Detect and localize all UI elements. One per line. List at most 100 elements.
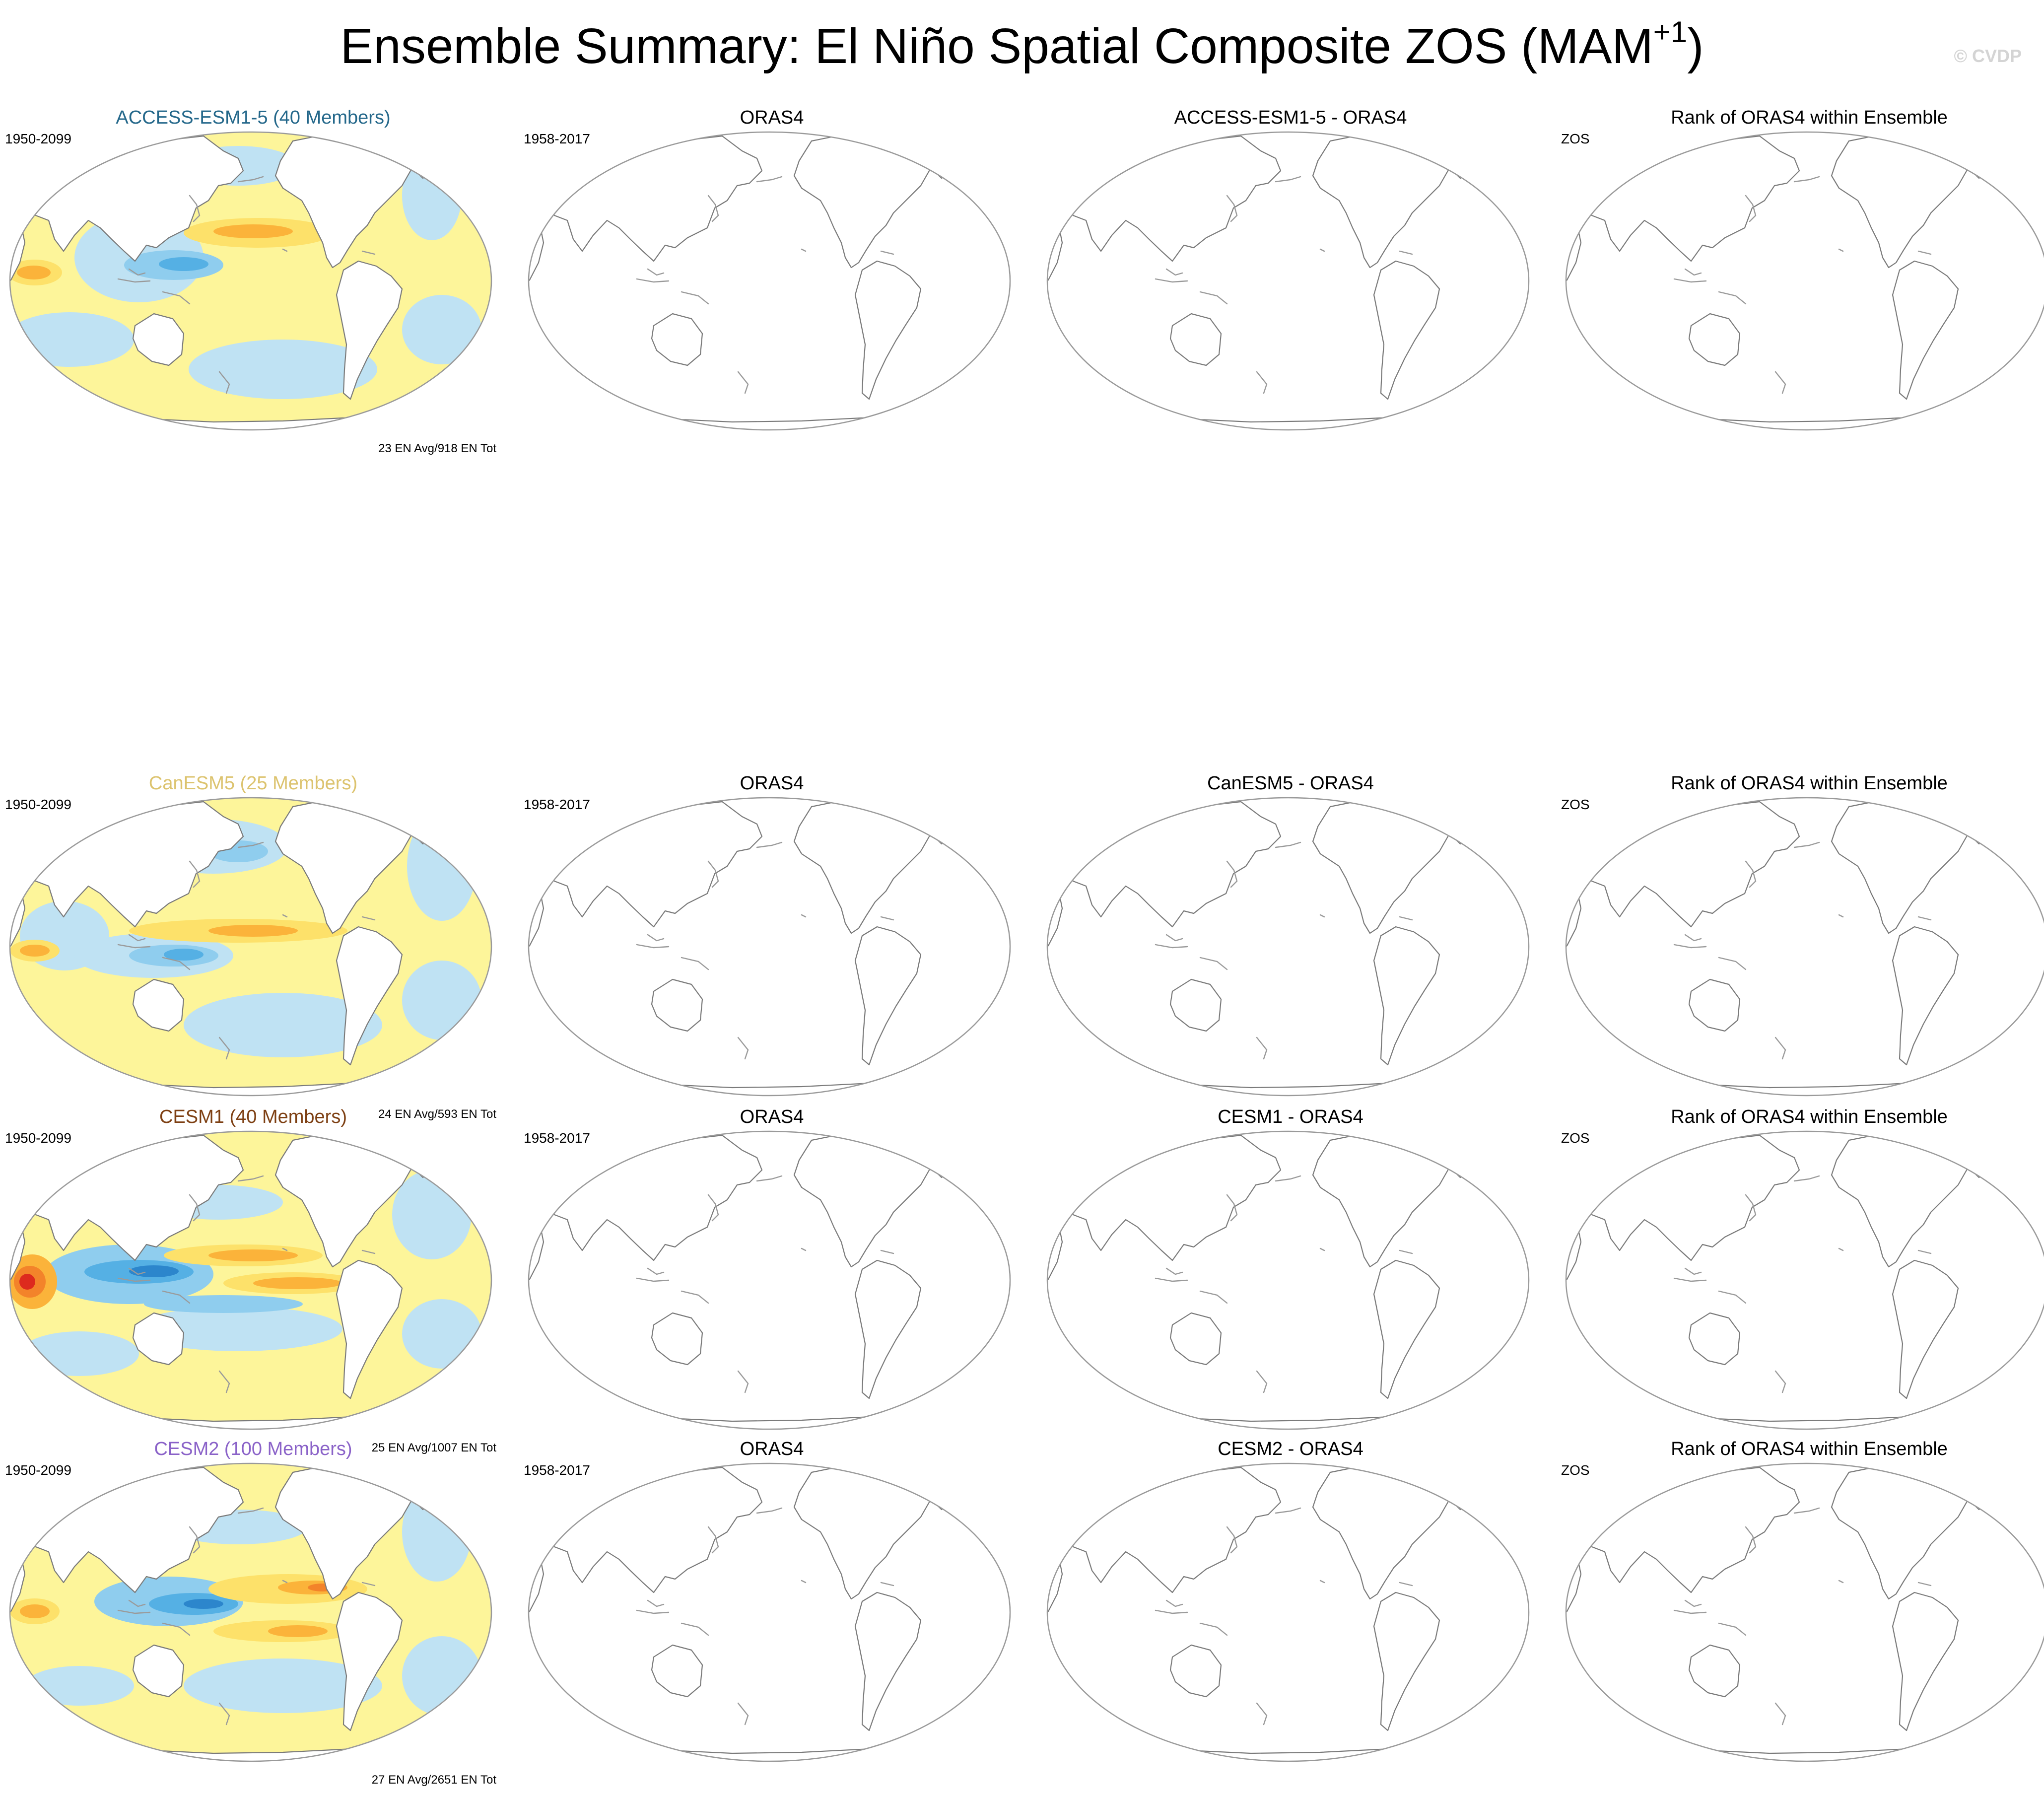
- blank-map: [528, 1462, 1011, 1762]
- islet-new-guinea: [681, 957, 709, 970]
- islet-new-zealand: [218, 1370, 230, 1393]
- anomaly-neg-south-pacific: [134, 1307, 342, 1351]
- islet-new-zealand: [1774, 1036, 1786, 1060]
- map-clip-group: [1566, 1465, 2001, 1761]
- landmass-north-america: [793, 1133, 932, 1268]
- islet-indonesia-b: [128, 268, 146, 276]
- islet-aleutians: [237, 176, 264, 183]
- panel-obs-row-2: ORAS4 1958-2017: [524, 772, 1020, 1129]
- anomaly-neg-west-pacific-peak: [184, 1599, 223, 1609]
- islet-aleutians: [1275, 841, 1301, 848]
- landmass-greenland: [1441, 1467, 1483, 1511]
- islet-aleutians: [756, 1507, 783, 1514]
- anomaly-pos-south-core: [268, 1625, 328, 1637]
- panel-diff-row-2: CanESM5 - ORAS4: [1042, 772, 1539, 1129]
- islet-indonesia-b: [647, 268, 665, 276]
- islet-japan: [189, 860, 201, 888]
- map-clip-group: [1047, 1133, 1483, 1429]
- landmass-australia: [1688, 978, 1741, 1032]
- panel-model-row-1: ACCESS-ESM1-5 (40 Members) 1950-2099 23 …: [5, 106, 501, 464]
- landmass-greenland: [1960, 1135, 2001, 1178]
- globe-outline: [1565, 1130, 2044, 1430]
- islet-indonesia-a: [1673, 1277, 1707, 1282]
- globe-outline: [1046, 1130, 1530, 1430]
- panel-title: Rank of ORAS4 within Ensemble: [1671, 1439, 1948, 1459]
- islet-caribbean: [361, 250, 376, 255]
- landmass-south-america: [336, 1591, 403, 1731]
- anomaly-neg-south-pacific: [184, 1658, 382, 1713]
- panel-title: Rank of ORAS4 within Ensemble: [1671, 1106, 1948, 1127]
- islet-japan: [189, 1194, 201, 1222]
- globe-outline: [9, 797, 492, 1097]
- globe-outline: [1565, 797, 2044, 1097]
- islet-new-guinea: [1199, 291, 1228, 305]
- composite-map: [9, 1462, 492, 1762]
- composite-map: [9, 131, 492, 431]
- blank-map: [1046, 131, 1530, 431]
- islet-indonesia-a: [1673, 944, 1707, 949]
- islet-aleutians: [756, 1175, 783, 1182]
- landmass-south-america: [1373, 926, 1440, 1066]
- blank-map: [1565, 1130, 2044, 1430]
- panel-diff-row-4: CESM2 - ORAS4: [1042, 1438, 1539, 1795]
- panel-variable: ZOS: [1561, 131, 1590, 146]
- islet-japan: [1226, 860, 1238, 888]
- anomaly-neg-south-band: [144, 1295, 303, 1313]
- landmass-australia: [651, 1644, 703, 1698]
- islet-new-guinea: [162, 291, 191, 305]
- islet-new-zealand: [218, 1702, 230, 1726]
- islet-caribbean: [1917, 1249, 1932, 1254]
- islet-indonesia-b: [1165, 934, 1183, 942]
- figure-title-close: ): [1687, 18, 1704, 74]
- islet-new-guinea: [1718, 957, 1747, 970]
- panel-title: ORAS4: [740, 107, 804, 128]
- islet-indonesia-b: [1684, 1599, 1702, 1607]
- anomaly-pos-north-core: [208, 1249, 298, 1261]
- landmass-south-america: [1892, 260, 1959, 400]
- panel-variable: ZOS: [1561, 1130, 1590, 1146]
- blank-map: [1046, 797, 1530, 1097]
- map-clip-group: [1047, 800, 1483, 1096]
- islet-caribbean: [1917, 250, 1932, 255]
- globe-outline: [1046, 1462, 1530, 1762]
- map-clip-group: [1566, 1133, 2001, 1429]
- islet-new-guinea: [1199, 957, 1228, 970]
- map-clip-group: [1566, 800, 2001, 1096]
- anomaly-neg-north-atlantic: [402, 151, 462, 240]
- islet-indonesia-b: [1165, 1599, 1183, 1607]
- islet-new-zealand: [737, 1702, 749, 1726]
- islet-caribbean: [1399, 250, 1413, 255]
- islet-japan: [707, 860, 719, 888]
- islet-japan: [707, 1194, 719, 1222]
- landmass-north-america: [1831, 1465, 1969, 1600]
- landmass-north-america: [1312, 134, 1450, 269]
- landmass-greenland: [1441, 136, 1483, 179]
- islet-new-guinea: [1718, 291, 1747, 305]
- islet-hawaii: [282, 914, 288, 918]
- islet-japan: [1745, 1526, 1757, 1554]
- islet-aleutians: [237, 1507, 264, 1514]
- islet-aleutians: [237, 1175, 264, 1182]
- globe-outline: [528, 797, 1011, 1097]
- landmass-australia: [1169, 1644, 1222, 1698]
- globe-outline: [1046, 131, 1530, 431]
- panel-years: 1958-2017: [524, 1130, 590, 1146]
- landmass-australia: [132, 1312, 185, 1366]
- islet-indonesia-a: [636, 278, 670, 283]
- map-clip-group: [529, 1465, 964, 1761]
- figure-title-text: Ensemble Summary: El Niño Spatial Compos…: [340, 18, 1653, 74]
- blank-map: [1046, 1130, 1530, 1430]
- islet-japan: [1226, 195, 1238, 222]
- blank-map: [1565, 131, 2044, 431]
- anomaly-pos-indian-core: [17, 266, 51, 279]
- landmass-australia: [1688, 1312, 1741, 1366]
- panel-rank-row-2: Rank of ORAS4 within Ensemble ZOS: [1561, 772, 2044, 1129]
- islet-indonesia-b: [647, 1267, 665, 1275]
- landmass-south-america: [854, 260, 922, 400]
- landmass-antarctica: [1101, 1077, 1470, 1096]
- landmass-australia: [1169, 313, 1222, 366]
- islet-hawaii: [1838, 1580, 1844, 1584]
- landmass-australia: [1688, 313, 1741, 366]
- islet-aleutians: [1793, 1507, 1820, 1514]
- landmass-south-america: [336, 260, 403, 400]
